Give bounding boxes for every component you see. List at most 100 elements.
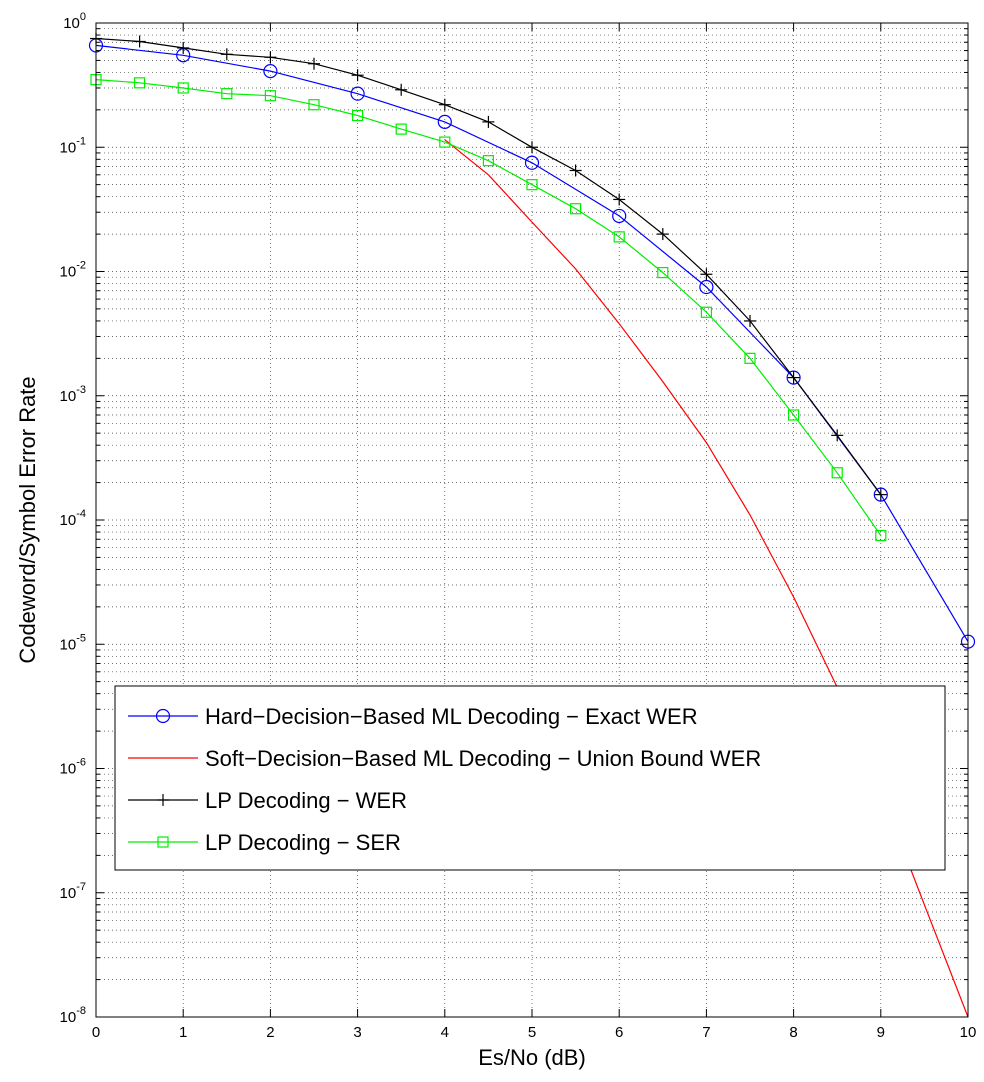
y-tick-exponent: -4 (76, 508, 86, 520)
ticks (95, 22, 969, 1018)
y-tick-label: 10-8 (60, 1005, 86, 1026)
data-point-circle (786, 370, 801, 385)
y-tick-base: 10 (60, 1009, 77, 1026)
y-tick-base: 10 (60, 388, 77, 405)
y-tick-label: 10-2 (60, 260, 86, 281)
data-point-square (831, 467, 843, 479)
data-point-plus (831, 429, 844, 442)
y-tick-label: 10-3 (60, 384, 86, 405)
y-tick-exponent: -5 (76, 632, 86, 644)
data-point-square (569, 203, 582, 215)
data-point-plus (569, 164, 582, 177)
data-point-plus (157, 794, 169, 806)
y-tick-base: 10 (60, 636, 77, 653)
legend-entry: Soft−Decision−Based ML Decoding − Union … (128, 746, 761, 771)
x-tick-label: 0 (92, 1024, 100, 1041)
y-tick-exponent: -1 (76, 135, 86, 147)
data-point-square (264, 90, 276, 102)
x-tick-label: 6 (615, 1024, 623, 1041)
y-tick-label: 100 (63, 11, 86, 32)
data-point-square (134, 77, 146, 89)
y-tick-base: 10 (60, 512, 77, 529)
legend-label: LP Decoding − WER (205, 788, 407, 813)
y-tick-label: 10-4 (60, 508, 86, 529)
data-point-square (526, 179, 538, 191)
y-tick-exponent: -8 (76, 1005, 86, 1017)
data-point-plus (700, 268, 713, 281)
x-tick-label: 10 (960, 1024, 977, 1041)
data-point-circle (873, 487, 888, 502)
legend-entry: LP Decoding − SER (128, 830, 401, 855)
legend-label: Hard−Decision−Based ML Decoding − Exact … (205, 704, 698, 729)
data-point-plus (177, 41, 190, 54)
data-point-square (744, 352, 756, 364)
y-tick-base: 10 (60, 761, 77, 778)
legend: Hard−Decision−Based ML Decoding − Exact … (114, 685, 946, 871)
data-point-square (395, 123, 407, 135)
data-point-plus (351, 69, 364, 82)
data-point-plus (787, 371, 800, 384)
y-tick-base: 10 (60, 885, 77, 902)
data-point-circle (699, 279, 714, 295)
x-tick-label: 8 (789, 1024, 797, 1041)
data-point-square (177, 82, 189, 94)
data-point-plus (264, 51, 277, 64)
series-2 (90, 32, 887, 501)
data-point-plus (613, 193, 626, 206)
y-tick-exponent: -2 (76, 260, 86, 272)
data-point-plus (874, 488, 887, 501)
x-tick-label: 4 (441, 1024, 449, 1041)
x-tick-label: 7 (702, 1024, 710, 1041)
data-point-square (221, 88, 233, 100)
data-point-plus (308, 57, 320, 70)
y-tick-label: 10-7 (60, 881, 86, 902)
data-point-square (439, 136, 451, 148)
legend-label: LP Decoding − SER (205, 830, 401, 855)
data-point-plus (438, 98, 451, 111)
series-3 (90, 74, 887, 542)
data-point-square (482, 155, 494, 167)
data-point-plus (744, 314, 756, 327)
data-point-plus (133, 35, 146, 48)
data-point-circle (263, 64, 278, 79)
data-point-circle (524, 155, 540, 170)
legend-box (114, 685, 946, 871)
data-point-circle (350, 86, 365, 101)
data-point-plus (656, 228, 669, 241)
tick-labels: 0 1 2 3 4 5 6 7 8 9 1010010-110-210-310-410-510-61… (60, 11, 977, 1041)
data-point-circle (155, 708, 171, 724)
data-point-square (352, 109, 364, 122)
x-tick-label: 3 (353, 1024, 361, 1041)
y-tick-exponent: -6 (76, 757, 86, 769)
data-point-plus (220, 48, 233, 61)
y-tick-base: 10 (60, 264, 77, 281)
y-tick-exponent: 0 (80, 11, 86, 23)
x-axis-label: Es/No (dB) (478, 1045, 586, 1070)
data-point-plus (482, 115, 495, 128)
legend-entry: LP Decoding − WER (128, 788, 407, 813)
data-point-plus (395, 83, 408, 96)
data-point-square (700, 306, 713, 318)
y-axis-label: Codeword/Symbol Error Rate (15, 376, 40, 663)
x-tick-label: 2 (266, 1024, 274, 1041)
y-tick-label: 10-5 (60, 632, 86, 653)
x-tick-label: 1 (179, 1024, 187, 1041)
y-tick-exponent: -3 (76, 384, 86, 396)
data-point-square (875, 529, 887, 542)
legend-entry: Hard−Decision−Based ML Decoding − Exact … (128, 704, 698, 729)
data-point-square (657, 266, 669, 279)
legend-label: Soft−Decision−Based ML Decoding − Union … (205, 746, 761, 771)
y-tick-base: 10 (63, 15, 80, 32)
data-point-square (787, 409, 800, 421)
data-point-circle (437, 114, 452, 129)
x-tick-label: 5 (528, 1024, 536, 1041)
data-point-square (308, 99, 320, 111)
data-point-circle (612, 208, 627, 224)
series-line (95, 79, 882, 536)
x-tick-label: 9 (877, 1024, 885, 1041)
y-tick-base: 10 (60, 139, 77, 156)
data-point-square (613, 231, 625, 243)
data-point-plus (526, 141, 538, 154)
